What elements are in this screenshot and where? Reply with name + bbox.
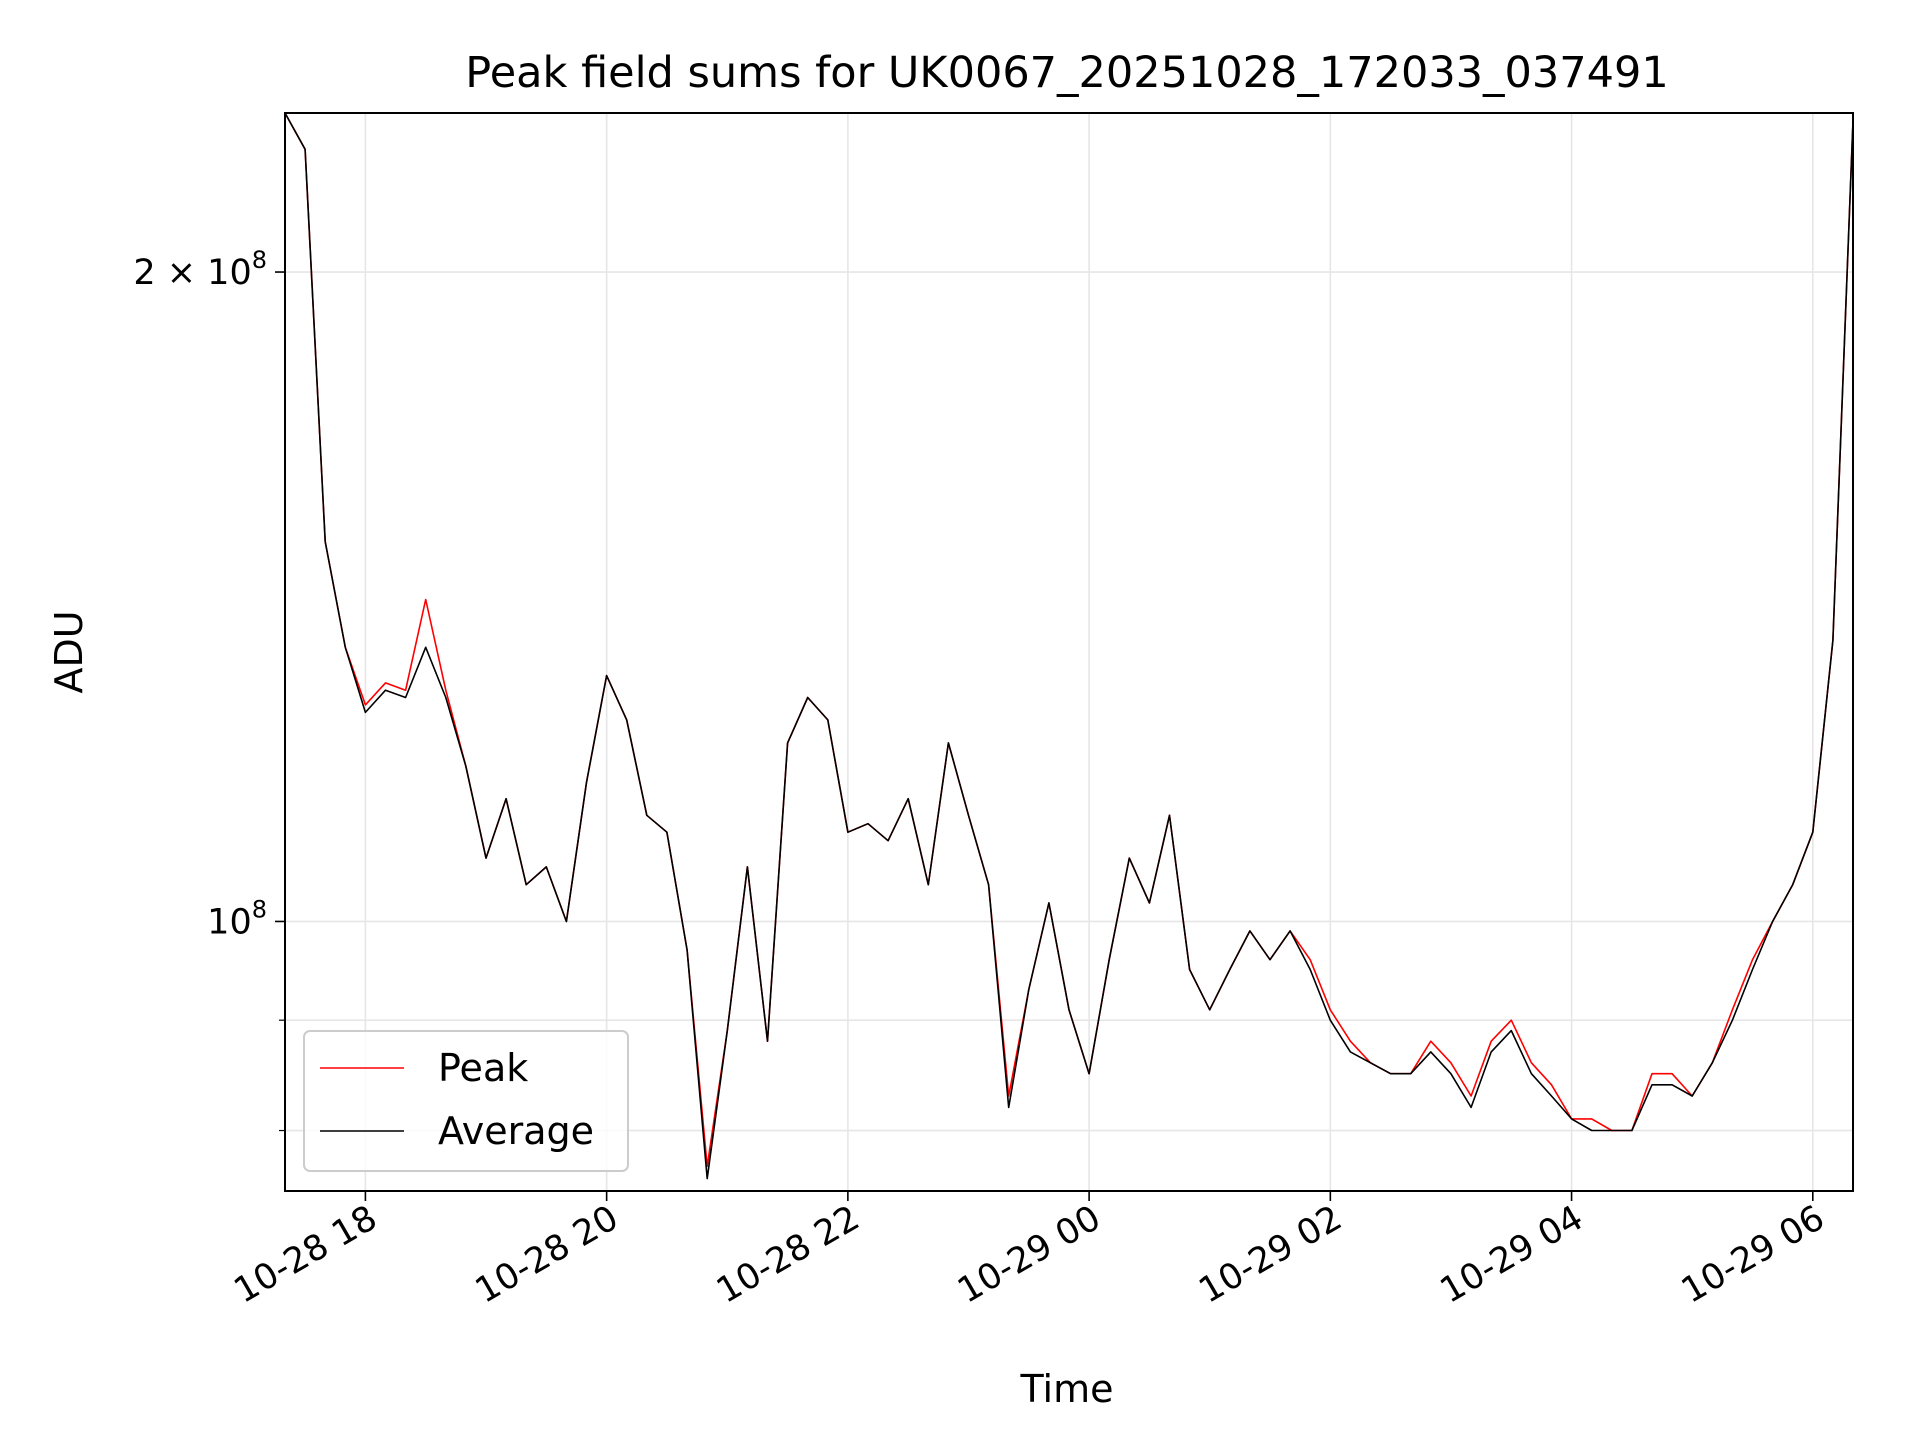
y-axis-label: ADU	[47, 610, 91, 693]
plot-frame	[284, 112, 1854, 1192]
plot-area	[284, 112, 1854, 1180]
legend-box	[303, 1030, 629, 1172]
x-axis-label: Time	[1020, 1367, 1114, 1411]
y-axis: 2 × 108 108	[133, 246, 285, 1132]
legend-label-peak: Peak	[438, 1046, 528, 1090]
y-tick-label: 2 × 108	[133, 246, 267, 293]
legend[interactable]: Peak Average	[303, 1030, 629, 1172]
chart-title: Peak field sums for UK0067_20251028_1720…	[465, 48, 1668, 98]
legend-label-average: Average	[438, 1109, 594, 1153]
series-line-average	[284, 112, 1854, 1180]
y-tick-label: 108	[207, 895, 267, 942]
